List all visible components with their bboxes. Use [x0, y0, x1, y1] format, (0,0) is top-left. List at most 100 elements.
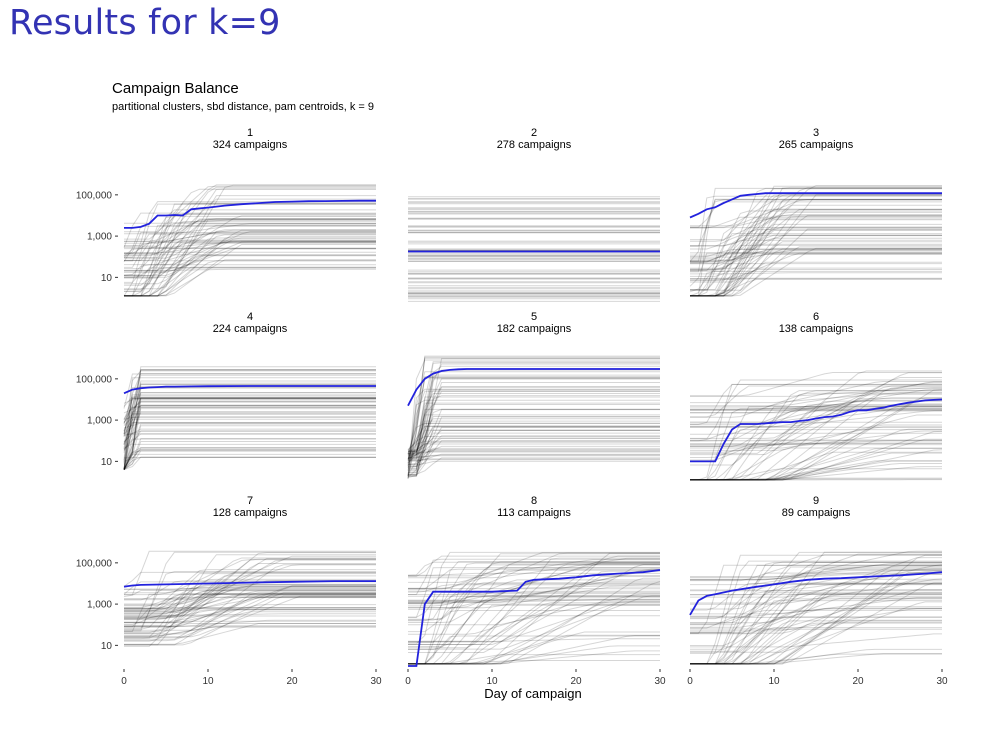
y-tick-label: 1,000: [87, 416, 112, 427]
member-trace: [690, 234, 942, 297]
member-trace: [690, 424, 942, 481]
member-trace: [408, 562, 660, 645]
member-trace: [123, 422, 376, 429]
member-trace: [123, 404, 376, 434]
member-trace: [690, 407, 942, 428]
member-trace: [124, 223, 376, 297]
member-trace: [124, 229, 376, 297]
member-trace: [690, 573, 942, 665]
member-trace: [123, 438, 376, 470]
member-trace: [690, 234, 942, 250]
member-trace: [690, 600, 942, 665]
member-trace: [690, 211, 942, 247]
member-trace: [124, 588, 376, 615]
member-trace: [123, 397, 376, 470]
member-trace: [408, 557, 660, 579]
member-trace: [690, 601, 942, 653]
member-trace: [690, 243, 942, 297]
member-trace: [124, 235, 376, 297]
member-trace: [690, 249, 942, 258]
member-trace: [407, 425, 660, 459]
member-trace: [124, 229, 376, 242]
member-trace: [408, 561, 660, 665]
member-trace: [690, 244, 942, 291]
member-trace: [690, 564, 943, 598]
member-trace: [124, 218, 376, 261]
member-trace: [408, 595, 660, 607]
member-trace: [123, 398, 376, 450]
member-trace: [123, 394, 376, 425]
member-trace: [123, 418, 376, 453]
member-trace: [407, 396, 660, 464]
member-trace: [690, 252, 942, 264]
member-trace: [124, 613, 376, 616]
member-trace: [690, 199, 942, 247]
member-trace: [690, 620, 942, 665]
member-trace: [690, 554, 942, 665]
member-trace: [124, 611, 376, 642]
member-trace: [690, 406, 942, 481]
member-trace: [123, 590, 376, 598]
member-trace: [407, 376, 660, 479]
member-trace: [408, 570, 660, 653]
member-trace: [690, 398, 942, 481]
member-trace: [124, 569, 376, 610]
member-trace: [408, 581, 661, 665]
y-tick-label: 1,000: [87, 232, 112, 243]
member-trace: [123, 398, 376, 435]
member-trace: [690, 390, 942, 481]
member-trace: [408, 575, 660, 609]
member-trace: [123, 428, 376, 437]
member-trace: [124, 219, 376, 250]
member-trace: [690, 218, 942, 297]
member-trace: [123, 369, 376, 451]
member-trace: [124, 259, 376, 297]
facet-label: 5: [531, 311, 537, 323]
facet-label: 1: [247, 127, 253, 139]
member-trace: [690, 573, 942, 581]
member-trace: [124, 219, 376, 242]
member-trace: [690, 223, 942, 297]
member-trace: [690, 210, 942, 271]
member-trace: [690, 449, 943, 481]
member-trace: [124, 596, 376, 617]
member-trace: [408, 374, 660, 452]
member-trace: [690, 216, 942, 229]
member-trace: [690, 397, 942, 481]
member-trace: [123, 374, 376, 424]
member-trace: [690, 249, 942, 261]
member-trace: [690, 460, 942, 481]
facet-count-label: 182 campaigns: [497, 323, 572, 335]
member-trace: [123, 422, 376, 445]
member-trace: [408, 460, 660, 466]
member-trace: [123, 447, 376, 470]
member-trace: [408, 362, 660, 454]
member-trace: [408, 584, 660, 593]
member-trace: [124, 578, 376, 607]
member-trace: [124, 593, 376, 627]
member-trace: [690, 430, 942, 449]
member-trace: [690, 628, 942, 665]
member-trace: [123, 380, 376, 470]
member-trace: [124, 248, 376, 273]
member-trace: [124, 593, 376, 620]
member-trace: [690, 247, 942, 297]
member-trace: [124, 267, 376, 297]
member-trace: [690, 589, 942, 665]
member-trace: [123, 397, 376, 421]
member-trace: [123, 456, 376, 470]
member-trace: [408, 390, 660, 459]
member-trace: [124, 593, 376, 630]
x-tick-label: 0: [121, 676, 127, 687]
facet-count-label: 113 campaigns: [497, 507, 571, 519]
member-trace: [124, 218, 376, 257]
member-trace: [124, 195, 376, 297]
member-trace: [408, 358, 660, 473]
member-trace: [690, 460, 942, 481]
member-trace: [408, 660, 660, 665]
member-trace: [123, 373, 376, 464]
member-trace: [124, 234, 376, 285]
member-trace: [690, 560, 942, 665]
